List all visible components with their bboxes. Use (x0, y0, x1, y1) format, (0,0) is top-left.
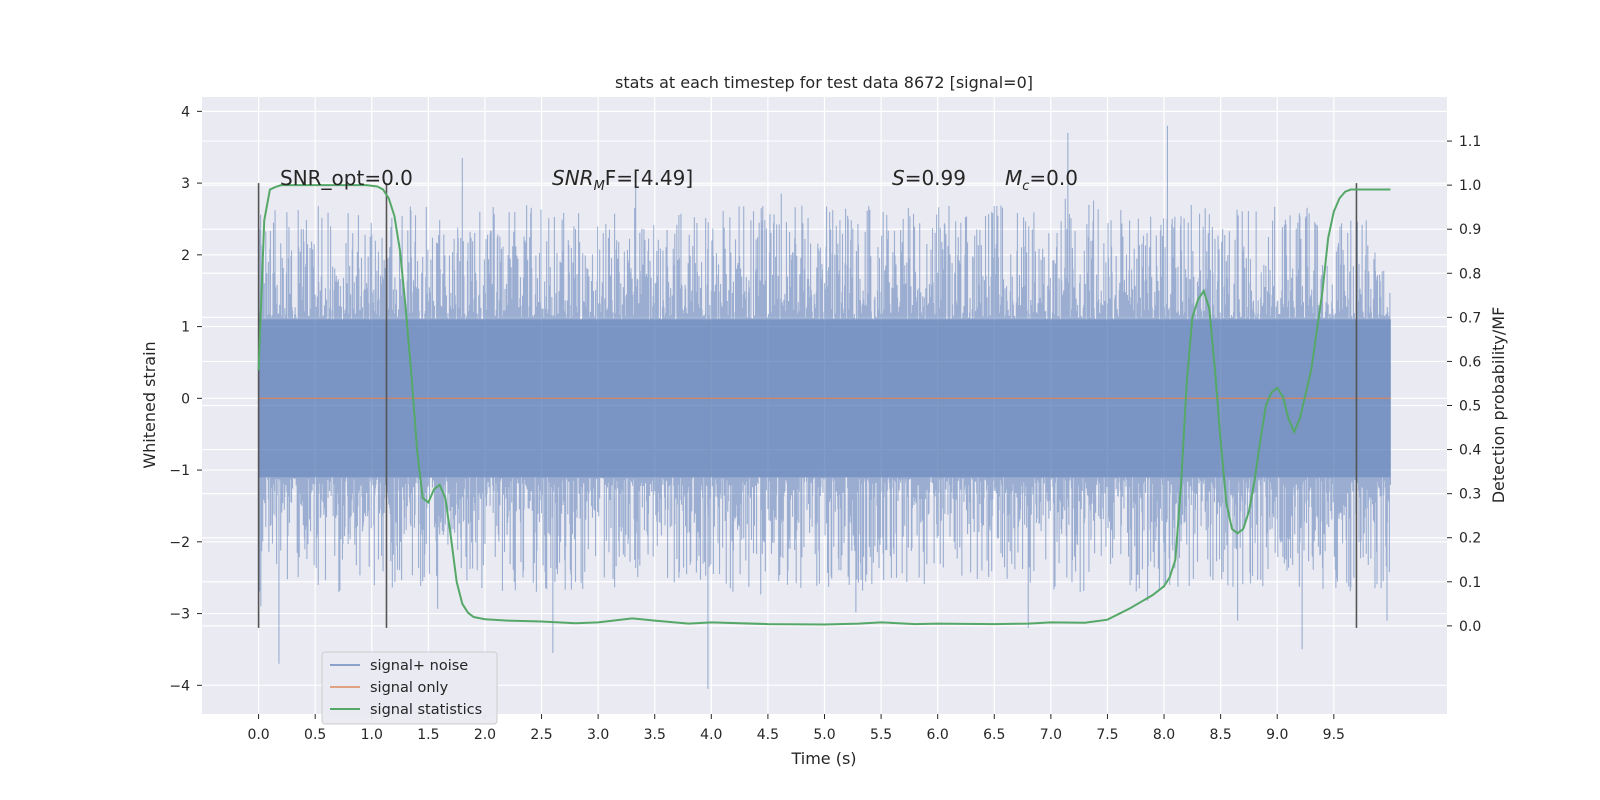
right-y-tick-label: 0.2 (1459, 531, 1481, 547)
right-y-tick-label: 0.8 (1459, 266, 1481, 282)
chart-title: stats at each timestep for test data 867… (615, 73, 1033, 92)
x-tick-label: 9.0 (1266, 727, 1288, 743)
annotation-s: S=0.99 (892, 166, 966, 190)
legend: signal+ noise signal only signal statist… (321, 651, 498, 725)
x-tick-label: 3.5 (644, 727, 666, 743)
right-y-axis-ticks: 0.0 0.1 0.2 0.3 0.4 0.5 0.6 0.7 0.8 0.9 1.0 1.1 (1447, 134, 1481, 635)
mc-value: =0.0 (1029, 166, 1078, 190)
legend-label-noise: signal+ noise (370, 658, 468, 674)
annotation-snr-mf: SNRMF=[4.49] (552, 166, 693, 194)
legend-label-statistics: signal statistics (370, 702, 482, 718)
right-y-tick-label: 0.3 (1459, 487, 1481, 503)
snr-mf-sub: M (594, 179, 605, 194)
x-axis-ticks: 0.0 0.5 1.0 1.5 2.0 2.5 3.0 3.5 4.0 4.5 5.0 5.5 6.0 6… (247, 714, 1345, 743)
left-y-tick-label: −1 (169, 463, 190, 479)
left-y-axis-ticks: −4 −3 −2 −1 0 1 2 3 4 (169, 104, 202, 694)
snr-mf-value: F=[4.49] (605, 166, 693, 190)
x-tick-label: 0.5 (304, 727, 326, 743)
vertical-markers (257, 183, 1358, 628)
x-tick-label: 6.5 (983, 727, 1005, 743)
left-y-tick-label: −4 (169, 678, 190, 694)
x-tick-label: 1.0 (361, 727, 383, 743)
annotations: SNR_opt=0.0 SNRMF=[4.49] S=0.99 Mc=0.0 (280, 166, 1078, 194)
x-tick-label: 1.5 (417, 727, 439, 743)
x-tick-label: 9.5 (1323, 727, 1345, 743)
annotation-snr-opt: SNR_opt=0.0 (280, 166, 413, 190)
x-tick-label: 8.0 (1153, 727, 1175, 743)
left-y-tick-label: 3 (181, 176, 190, 192)
x-tick-label: 5.5 (870, 727, 892, 743)
right-y-tick-label: 0.9 (1459, 222, 1481, 238)
right-y-tick-label: 1.1 (1459, 134, 1481, 150)
left-y-tick-label: 4 (181, 104, 190, 120)
left-y-tick-label: −2 (169, 535, 190, 551)
x-tick-label: 0.0 (247, 727, 269, 743)
signal-statistics-line (257, 184, 1391, 626)
legend-box (321, 651, 498, 725)
mc-var: M (1005, 166, 1022, 190)
x-tick-label: 4.0 (700, 727, 722, 743)
x-tick-label: 2.0 (474, 727, 496, 743)
right-y-tick-label: 0.5 (1459, 399, 1481, 415)
x-tick-label: 7.0 (1040, 727, 1062, 743)
snr-mf-var: SNR (552, 166, 594, 190)
right-y-tick-label: 1.0 (1459, 178, 1481, 194)
legend-label-signal: signal only (370, 680, 449, 696)
s-var: S (892, 166, 905, 190)
left-y-tick-label: −3 (169, 607, 190, 623)
right-y-axis-label: Detection probability/MF (1489, 307, 1508, 504)
right-y-tick-label: 0.7 (1459, 310, 1481, 326)
right-y-tick-label: 0.6 (1459, 354, 1481, 370)
right-y-tick-label: 0.0 (1459, 619, 1481, 635)
x-tick-label: 6.0 (927, 727, 949, 743)
x-tick-label: 2.5 (530, 727, 552, 743)
x-tick-label: 5.0 (813, 727, 835, 743)
left-y-axis-label: Whitened strain (140, 341, 159, 468)
right-y-tick-label: 0.4 (1459, 443, 1481, 459)
left-y-tick-label: 0 (181, 391, 190, 407)
mc-sub: c (1022, 179, 1029, 194)
s-value: =0.99 (905, 166, 966, 190)
left-y-tick-label: 1 (181, 320, 190, 336)
x-tick-label: 7.5 (1096, 727, 1118, 743)
left-y-tick-label: 2 (181, 248, 190, 264)
x-tick-label: 4.5 (757, 727, 779, 743)
right-y-tick-label: 0.1 (1459, 575, 1481, 591)
x-tick-label: 8.5 (1210, 727, 1232, 743)
annotation-mc: Mc=0.0 (1005, 166, 1078, 194)
x-axis-label: Time (s) (790, 749, 856, 768)
x-tick-label: 3.0 (587, 727, 609, 743)
